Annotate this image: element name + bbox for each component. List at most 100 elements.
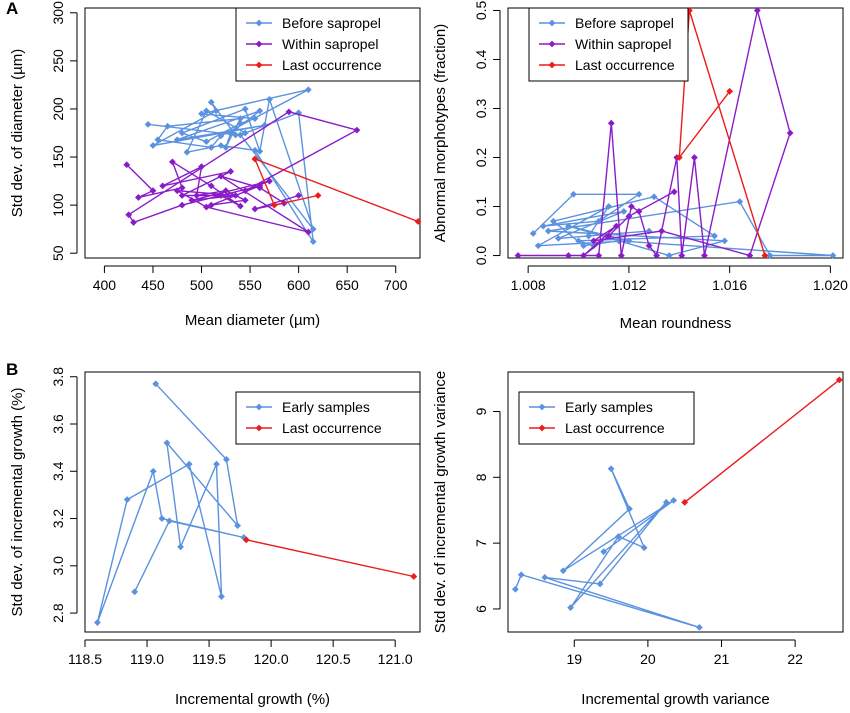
series-before [529,190,837,259]
data-point [570,190,577,198]
y-tick-label: 50 [50,245,66,261]
chart-growth-variance: 19 20 21 22 6 7 8 9 Incremental growth variance S… [432,371,844,708]
y-axis-title: Abnormal morphotypes (fraction) [432,24,449,242]
data-point [766,252,774,259]
data-point [640,544,648,552]
data-point [650,193,658,201]
data-point [786,129,794,137]
legend-box [235,391,421,445]
data-point [202,138,210,146]
legend-swatch-marker [255,19,263,27]
x-tick-label: 121.0 [378,651,413,667]
data-point [256,184,264,192]
data-point [165,517,173,525]
data-point [726,87,734,95]
data-point [549,217,557,225]
data-point [696,623,703,631]
data-point [125,211,133,219]
data-point [701,252,708,259]
data-point [123,496,131,504]
data-point [222,187,230,195]
y-tick-label: 150 [50,145,66,169]
data-point [585,232,593,240]
data-point [222,144,230,151]
data-point [223,456,230,463]
data-point [251,205,259,213]
series-within [514,7,794,259]
data-point [168,158,176,166]
data-point [178,129,186,137]
legend-swatch-marker [548,61,556,69]
data-point [620,208,628,215]
data-point [266,95,273,103]
data-point [761,252,769,259]
data-point [628,203,635,210]
data-point [183,148,191,156]
data-point [625,212,633,220]
data-point [207,98,215,106]
series-before [144,86,317,246]
legend: Before sapropel Within sapropel Last occur… [528,7,689,82]
data-point [188,196,196,204]
data-point [270,201,278,209]
data-point [410,573,418,580]
legend-label: Last occurrence [282,420,382,436]
data-point [736,198,744,206]
data-point [670,496,678,504]
data-point [159,182,167,190]
data-point [266,177,273,185]
data-point [529,230,537,237]
data-point [670,188,678,196]
data-point [665,252,673,259]
x-tick-label: 400 [93,277,117,293]
data-point [746,252,754,259]
data-point [241,196,249,204]
data-point [567,604,574,612]
data-point [607,465,615,473]
data-point [256,107,264,115]
legend-swatch-marker [538,403,546,411]
data-point [227,168,235,175]
data-point [617,252,625,259]
chart-incremental-growth: 118.5 119.0 119.5 120.0 120.5 121.0 2.8 3.0 3.2 3… [9,367,421,708]
data-point [626,505,633,513]
data-point [309,225,317,233]
x-tick-label: 120.0 [254,651,289,667]
x-axis-title: Mean roundness [620,315,732,332]
legend-label: Early samples [282,399,370,415]
y-axis-title: Std dev. of incremental growth variance [432,371,449,633]
x-tick-label: 500 [190,277,214,293]
y-tick-label: 100 [50,193,66,217]
data-point [234,522,242,530]
data-point [612,222,620,230]
data-point [227,129,235,137]
series-line [253,157,419,223]
y-tick-label: 3.2 [50,509,66,529]
data-point [514,252,522,259]
y-tick-label: 200 [50,97,66,121]
data-point [177,543,184,551]
series-line [684,379,840,503]
x-tick-label: 119.5 [192,651,226,667]
chart-diameter: 400 500 600 700 450 550 650 50 100 150 200 250 300 Me… [9,1,422,329]
data-point [217,192,225,199]
y-tick-label: 0.4 [473,50,489,70]
data-point [242,536,250,544]
data-point [414,218,422,225]
x-tick-label: 20 [640,651,656,667]
data-point [511,585,519,593]
data-point [590,237,598,245]
data-point [178,201,186,209]
data-point [309,238,317,246]
x-tick-label: 19 [566,651,582,667]
legend-box [518,391,695,445]
data-point [580,252,587,259]
data-point [241,129,249,137]
data-point [207,144,215,151]
legend: Early samples Last occurrence [518,391,695,445]
series-line [678,10,766,256]
data-point [236,115,244,122]
data-point [645,242,653,250]
x-tick-label: 21 [714,651,730,667]
data-point [600,548,608,556]
